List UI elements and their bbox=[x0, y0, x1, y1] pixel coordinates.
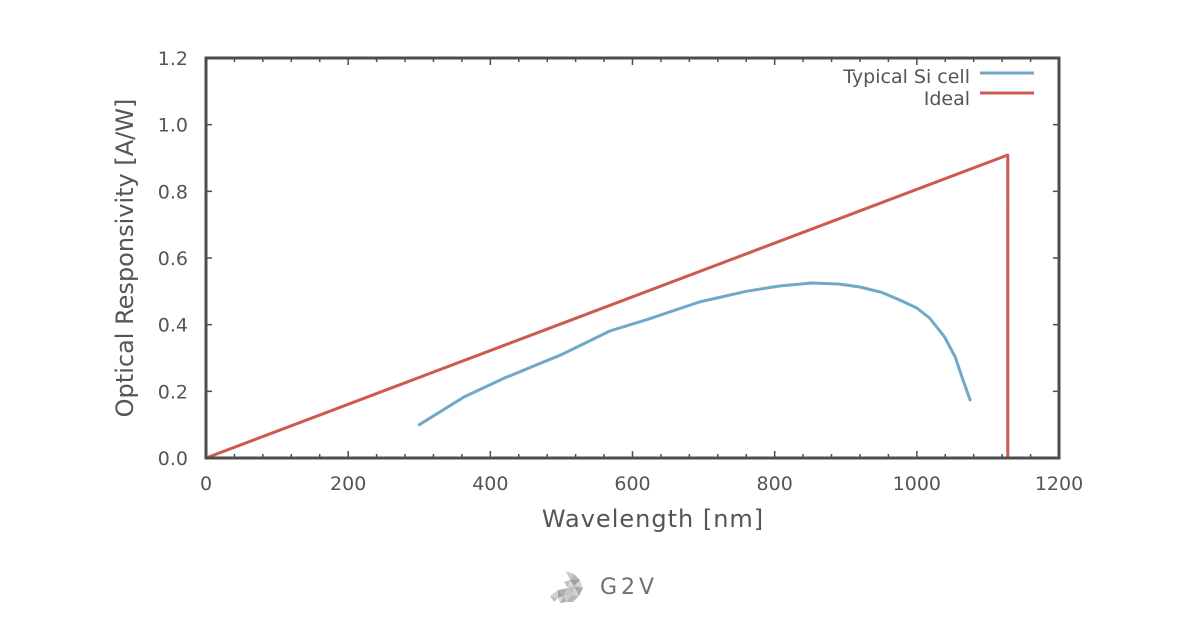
y-tick-label: 1.0 bbox=[158, 115, 188, 137]
y-tick-label: 0.4 bbox=[158, 315, 188, 337]
y-tick-label: 0.8 bbox=[158, 181, 188, 203]
y-axis-title: Optical Responsivity [A/W] bbox=[111, 99, 139, 418]
x-axis-title: Wavelength [nm] bbox=[542, 505, 764, 533]
y-tick-label: 1.2 bbox=[158, 48, 188, 70]
series-line-ideal bbox=[204, 153, 1010, 460]
x-tick-label: 400 bbox=[472, 473, 508, 495]
x-tick-label: 600 bbox=[614, 473, 650, 495]
x-tick-label: 800 bbox=[757, 473, 793, 495]
series-line-typical-si-cell bbox=[417, 281, 972, 427]
legend: Typical Si cell Ideal bbox=[842, 66, 1034, 110]
globe-icon bbox=[550, 571, 583, 603]
plot-frame bbox=[204, 56, 1061, 460]
x-tick-label: 1200 bbox=[1035, 473, 1083, 495]
x-tick-label: 0 bbox=[200, 473, 212, 495]
y-tick-label: 0.0 bbox=[158, 448, 188, 470]
x-tick-label: 1000 bbox=[893, 473, 941, 495]
series-layer bbox=[204, 153, 1010, 460]
tick-labels-layer: 0 200 400 600 800 1000 1200 0.0 0.2 0.4 0.6 0.8 1.0 1… bbox=[158, 48, 1083, 495]
ticks-layer bbox=[205, 57, 1060, 459]
y-tick-label: 0.2 bbox=[158, 381, 188, 403]
x-tick-label: 200 bbox=[330, 473, 366, 495]
legend-label-ideal: Ideal bbox=[924, 88, 970, 110]
y-tick-label: 0.6 bbox=[158, 248, 188, 270]
logo-text: G2V bbox=[600, 574, 659, 600]
legend-label-typical-si-cell: Typical Si cell bbox=[842, 66, 970, 88]
g2v-logo: G2V bbox=[546, 568, 658, 606]
